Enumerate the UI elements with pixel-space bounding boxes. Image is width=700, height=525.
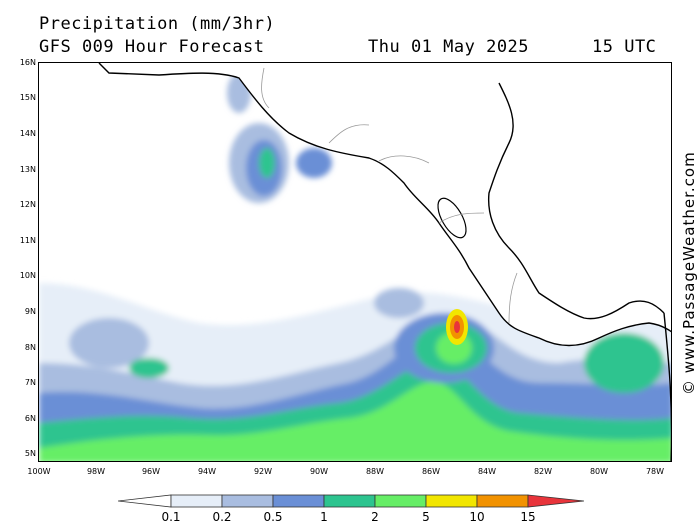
- lat-label: 10N: [19, 271, 36, 280]
- lon-label: 78W: [645, 467, 665, 476]
- legend-label: 2: [371, 510, 379, 524]
- lake-nicaragua: [437, 197, 467, 239]
- lat-label: 13N: [19, 165, 36, 174]
- lon-label: 92W: [253, 467, 273, 476]
- legend-label: 5: [422, 510, 430, 524]
- precipitation-map[interactable]: [38, 62, 672, 462]
- lon-label: 96W: [141, 467, 161, 476]
- lon-label: 98W: [86, 467, 106, 476]
- lat-label: 16N: [19, 58, 36, 67]
- lat-label: 5N: [24, 449, 36, 458]
- precip-area: [584, 333, 664, 393]
- map-title: Precipitation (mm/3hr): [39, 14, 276, 34]
- legend-swatch: [476, 494, 529, 508]
- lat-label: 15N: [19, 93, 36, 102]
- forecast-date: Thu 01 May 2025: [368, 37, 530, 57]
- credit-text: © www.PassageWeather.com: [680, 151, 698, 395]
- forecast-subtitle: GFS 009 Hour Forecast: [39, 37, 265, 57]
- lat-label: 11N: [19, 236, 36, 245]
- lon-label: 100W: [27, 467, 51, 476]
- legend-swatch: [374, 494, 427, 508]
- lat-label: 9N: [24, 307, 36, 316]
- lon-label: 90W: [309, 467, 329, 476]
- precip-area: [259, 148, 275, 178]
- lon-label: 94W: [197, 467, 217, 476]
- forecast-time: 15 UTC: [592, 37, 657, 57]
- legend-swatch: [221, 494, 274, 508]
- country-border: [261, 67, 518, 324]
- legend-swatch: [425, 494, 478, 508]
- precip-cell: [454, 321, 460, 333]
- legend-arrow-right: [527, 494, 584, 508]
- precip-area: [69, 318, 149, 368]
- precip-legend: [118, 494, 584, 508]
- legend-swatch: [170, 494, 223, 508]
- precip-area: [129, 358, 169, 378]
- lat-label: 7N: [24, 378, 36, 387]
- legend-swatch: [272, 494, 325, 508]
- precip-area: [374, 288, 424, 318]
- legend-arrow-left: [118, 494, 172, 508]
- legend-label: 0.2: [212, 510, 232, 524]
- lon-label: 86W: [421, 467, 441, 476]
- lon-label: 82W: [533, 467, 553, 476]
- legend-label: 0.1: [161, 510, 181, 524]
- legend-swatch: [323, 494, 376, 508]
- precip-area: [39, 381, 671, 461]
- coastline: [98, 63, 671, 347]
- precip-area: [296, 148, 332, 178]
- coastline: [663, 312, 671, 461]
- legend-label: 1: [320, 510, 328, 524]
- lat-label: 12N: [19, 200, 36, 209]
- lat-label: 6N: [24, 414, 36, 423]
- lat-label: 14N: [19, 129, 36, 138]
- lon-label: 84W: [477, 467, 497, 476]
- map-canvas: [39, 63, 671, 461]
- legend-label: 15: [520, 510, 536, 524]
- legend-label: 0.5: [263, 510, 283, 524]
- lon-label: 88W: [365, 467, 385, 476]
- lon-label: 80W: [589, 467, 609, 476]
- legend-label: 10: [469, 510, 485, 524]
- lat-label: 8N: [24, 343, 36, 352]
- coastline: [487, 82, 665, 320]
